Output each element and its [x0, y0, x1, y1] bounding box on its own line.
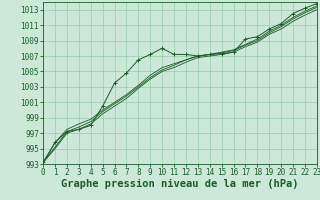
X-axis label: Graphe pression niveau de la mer (hPa): Graphe pression niveau de la mer (hPa): [61, 179, 299, 189]
